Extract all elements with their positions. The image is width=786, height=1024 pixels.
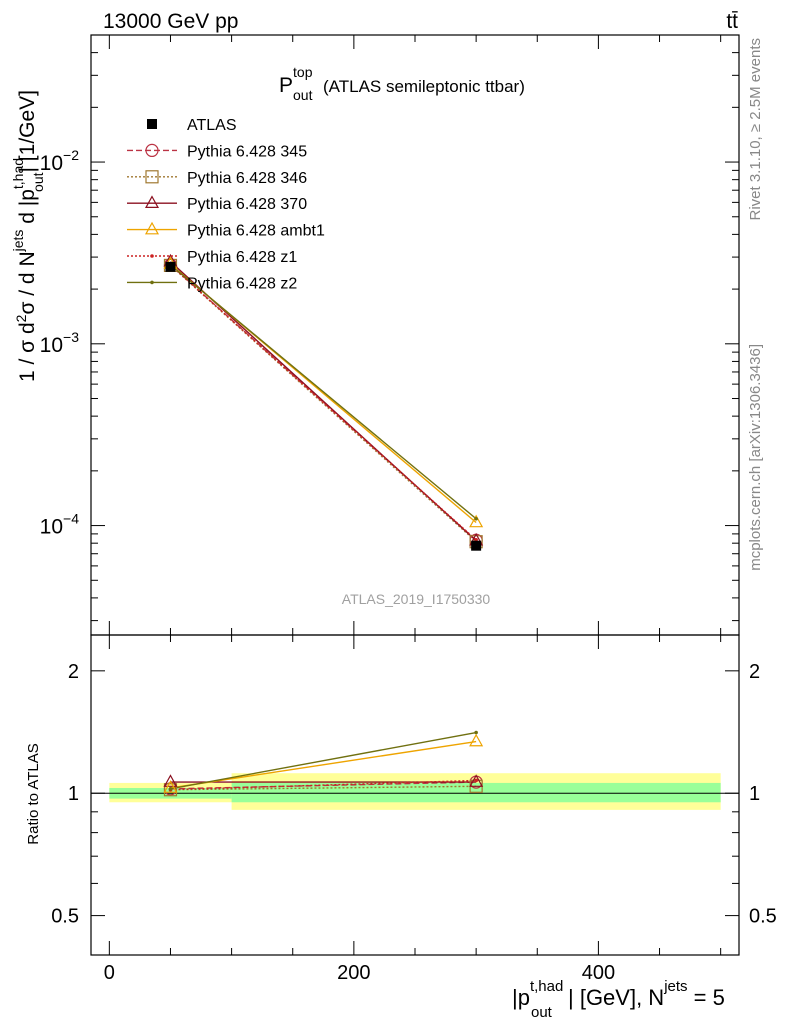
plot-title-rest: (ATLAS semileptonic ttbar) bbox=[323, 77, 525, 96]
main-ytick-label-base: 10 bbox=[40, 516, 63, 539]
ratio-series-point bbox=[469, 774, 484, 787]
main-series-line bbox=[170, 264, 477, 543]
header-energy: 13000 GeV pp bbox=[103, 10, 238, 33]
legend-marker bbox=[144, 221, 160, 235]
main-series-line bbox=[170, 261, 477, 542]
main-ytick-label-base: 10 bbox=[40, 334, 63, 357]
main-series-line bbox=[170, 264, 477, 541]
ratio-series-line bbox=[170, 731, 477, 790]
analysis-watermark: ATLAS_2019_I1750330 bbox=[342, 591, 491, 607]
legend-label: Pythia 6.428 346 bbox=[187, 170, 307, 187]
legend-label: Pythia 6.428 z2 bbox=[187, 275, 297, 292]
legend-marker bbox=[150, 254, 154, 258]
legend-label: Pythia 6.428 370 bbox=[187, 196, 307, 213]
main-ytick-label-exp: −3 bbox=[63, 329, 79, 345]
legend-marker bbox=[150, 280, 154, 285]
xtick-label: 200 bbox=[337, 962, 370, 984]
ratio-panel: 0.5 0.5 1 1 2 2 0 200 400 Ratio to ATLAS |pt,had… bbox=[25, 634, 777, 1021]
header-process: tt̄ bbox=[726, 10, 738, 33]
ratio-series-point bbox=[163, 774, 178, 787]
plot-title: Ptop out (ATLAS semileptonic ttbar) bbox=[279, 64, 525, 103]
xtick-label: 0 bbox=[104, 962, 115, 984]
main-ytick-label: 10−4 bbox=[40, 511, 80, 539]
ratio-series-point bbox=[469, 733, 484, 747]
ratio-series-line bbox=[170, 740, 477, 789]
legend-marker bbox=[147, 119, 157, 129]
main-ytick-label-exp: −2 bbox=[63, 147, 79, 163]
xlabel: |pt,had out| [GeV], Njets = 5 bbox=[512, 978, 725, 1021]
plot-title-sup: top bbox=[293, 64, 313, 80]
ratio-series-point bbox=[163, 783, 178, 797]
mcplots-text: mcplots.cern.ch [arXiv:1306.3436] bbox=[747, 344, 764, 571]
legend-label: Pythia 6.428 345 bbox=[187, 143, 307, 160]
main-ytick-label: 10−3 bbox=[40, 329, 80, 357]
main-series-line bbox=[170, 264, 477, 520]
ratio-series-point bbox=[168, 787, 173, 791]
ratio-ylabel: Ratio to ATLAS bbox=[25, 743, 42, 844]
legend-label: Pythia 6.428 z1 bbox=[187, 249, 297, 266]
xtick-label: 400 bbox=[582, 962, 615, 984]
main-series-group bbox=[163, 253, 484, 551]
ratio-series-group bbox=[163, 730, 484, 797]
main-series-point bbox=[474, 516, 478, 521]
data-point bbox=[471, 540, 482, 551]
main-ylabel: 1 / σ d2σ / d Njets d |pt,had out| [1/GeV… bbox=[10, 90, 46, 382]
ratio-ytick-label-left: 0.5 bbox=[51, 906, 79, 928]
legend-marker bbox=[144, 195, 160, 208]
ratio-ytick-label-right: 1 bbox=[749, 783, 760, 805]
ratio-axes: 0.5 0.5 1 1 2 2 0 200 400 bbox=[51, 635, 777, 984]
ratio-series-line bbox=[170, 779, 477, 791]
legend-label: ATLAS bbox=[187, 117, 237, 134]
legend-marker bbox=[145, 170, 159, 184]
legend: ATLAS Pythia 6.428 345 Pythia 6.428 346 Pyt… bbox=[127, 117, 325, 292]
main-panel: 10−410−310−2 Ptop out (ATLAS semileptonic … bbox=[10, 34, 740, 636]
ratio-ytick-label-left: 2 bbox=[68, 661, 79, 683]
ratio-series-line bbox=[170, 785, 477, 791]
ratio-series-point bbox=[474, 778, 478, 783]
legend-marker bbox=[145, 143, 159, 157]
ratio-ytick-label-right: 2 bbox=[749, 661, 760, 683]
ratio-ytick-label-left: 1 bbox=[68, 783, 79, 805]
ratio-ytick-label-right: 0.5 bbox=[749, 906, 777, 928]
rivet-version-text: Rivet 3.1.10, ≥ 2.5M events bbox=[747, 38, 764, 221]
legend-label: Pythia 6.428 ambt1 bbox=[187, 223, 325, 240]
plot-title-main: P bbox=[279, 74, 293, 97]
data-point bbox=[165, 261, 176, 272]
main-series-point bbox=[469, 514, 484, 528]
main-ytick-label-base: 10 bbox=[40, 152, 63, 175]
ratio-series-point bbox=[474, 730, 478, 735]
main-ytick-label-exp: −4 bbox=[63, 511, 79, 527]
main-ytick-label: 10−2 bbox=[40, 147, 80, 175]
ratio-series-point bbox=[163, 780, 178, 793]
plot-title-sub: out bbox=[293, 87, 313, 103]
ratio-series-line bbox=[170, 781, 477, 790]
main-axes: 10−410−310−2 bbox=[40, 34, 739, 635]
ratio-band-group bbox=[91, 773, 739, 810]
